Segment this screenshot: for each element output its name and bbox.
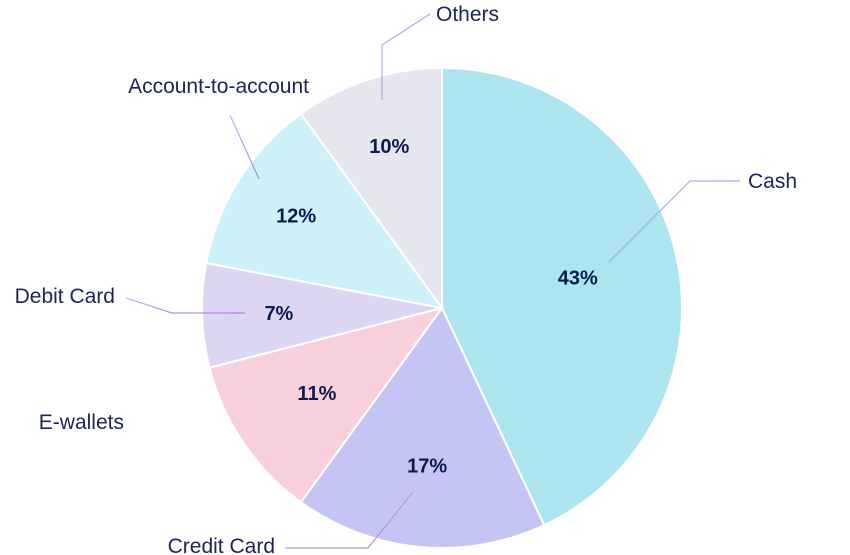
pie-slice-e-wallets — [208, 306, 445, 504]
pie-slice-account-to-account — [205, 112, 445, 310]
leader-line-cash — [608, 180, 740, 263]
leader-line-credit-card — [285, 491, 414, 549]
category-label-cash: Cash — [748, 170, 797, 193]
percent-label-others: 10% — [369, 136, 409, 158]
pie-slice-others — [299, 66, 443, 312]
category-label-others: Others — [436, 3, 499, 26]
pie-slice-credit-card — [299, 306, 546, 549]
category-label-credit-card: Credit Card — [168, 535, 275, 555]
percent-label-account-to-account: 12% — [276, 205, 316, 227]
pie-slice-debit-card — [201, 261, 443, 369]
leader-lines — [125, 13, 740, 549]
percent-label-debit-card: 7% — [264, 303, 293, 325]
category-label-debit-card: Debit Card — [15, 285, 115, 308]
pie-slices — [201, 66, 683, 549]
category-label-account-to-account: Account-to-account — [128, 75, 309, 98]
percent-labels: 43% 17% 11% 7% 12% 10% — [264, 136, 598, 478]
leader-line-debit-card — [125, 297, 245, 314]
pie-slice-cash — [441, 66, 683, 527]
percent-label-credit-card: 17% — [407, 456, 447, 478]
percent-label-cash: 43% — [558, 268, 598, 290]
category-label-e-wallets: E-wallets — [39, 411, 124, 434]
leader-line-others — [381, 13, 431, 100]
percent-label-e-wallets: 11% — [297, 383, 336, 405]
leader-line-account-to-account — [229, 114, 260, 180]
category-labels: Cash Credit Card E-wallets Debit Card Accoun… — [15, 3, 797, 555]
